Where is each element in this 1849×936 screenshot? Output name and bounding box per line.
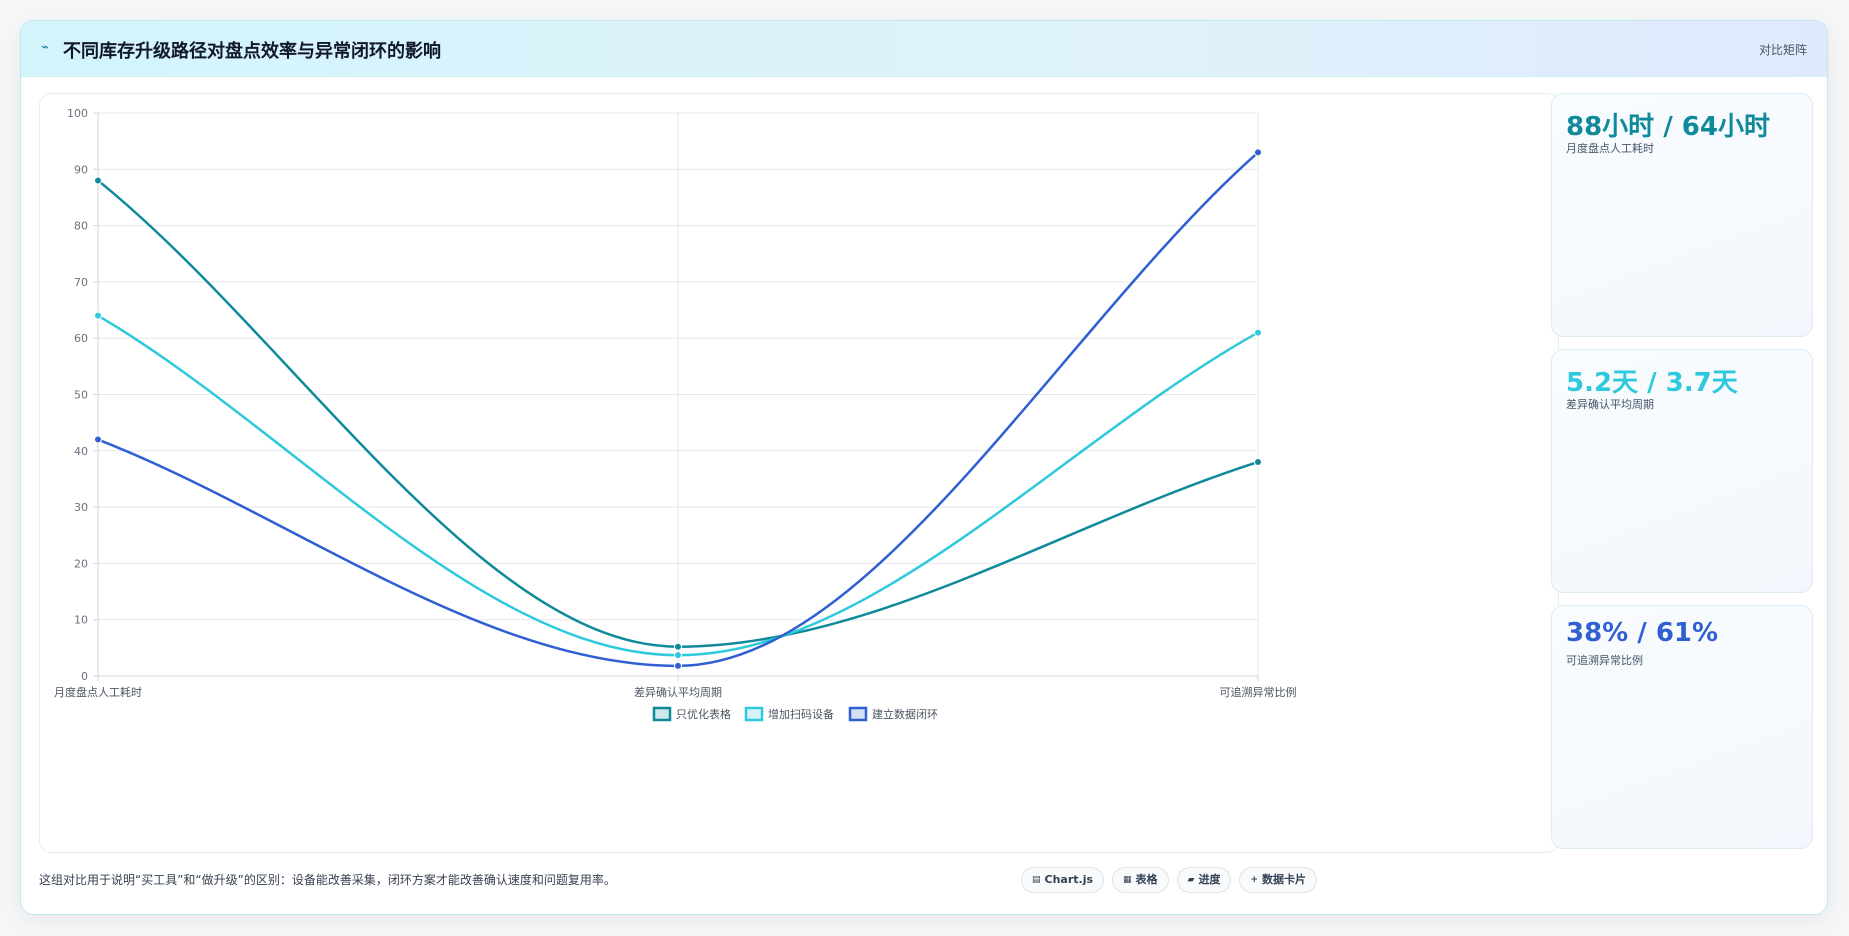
plus-icon: +: [1250, 875, 1259, 885]
table-icon: ▦: [1123, 875, 1132, 885]
series-line-1: [97, 179, 1259, 648]
legend-swatch-3: [848, 706, 868, 722]
tool-chips: ▤ Chart.js ▦ 表格 ▰ 进度 + 数据卡片: [1021, 867, 1318, 893]
data-point-series-3: [674, 661, 682, 670]
y-tick-label: 60: [74, 332, 88, 345]
chip-table[interactable]: ▦ 表格: [1112, 867, 1169, 893]
stat-label: 月度盘点人工耗时: [1566, 142, 1654, 155]
y-tick-label: 40: [74, 445, 88, 458]
chip-chartjs[interactable]: ▤ Chart.js: [1021, 867, 1105, 893]
data-point-series-1: [674, 642, 682, 651]
legend-swatch-1: [652, 706, 672, 722]
page-title: 不同库存升级路径对盘点效率与异常闭环的影响: [63, 41, 441, 62]
series-line-3: [97, 151, 1259, 668]
y-tick-label: 80: [74, 220, 88, 233]
data-point-series-2: [1254, 328, 1262, 337]
chip-label: 数据卡片: [1262, 873, 1307, 886]
data-point-series-3: [94, 435, 102, 444]
panel-header: ⌁ 不同库存升级路径对盘点效率与异常闭环的影响 对比矩阵: [21, 21, 1827, 77]
x-tick-label: 月度盘点人工耗时: [54, 685, 142, 699]
chip-data-card[interactable]: + 数据卡片: [1239, 867, 1318, 893]
x-tick-label: 差异确认平均周期: [634, 685, 722, 699]
y-tick-label: 20: [74, 557, 88, 570]
stat-card-traceable-ratio: 38% / 61% 可追溯异常比例: [1551, 605, 1813, 849]
chip-label: 进度: [1198, 873, 1221, 886]
y-tick-label: 10: [74, 614, 88, 627]
data-point-series-2: [94, 311, 102, 320]
chip-label: Chart.js: [1044, 873, 1094, 886]
stat-label: 差异确认平均周期: [1566, 398, 1654, 411]
line-chart: 0 10 20 30 40 50 60 70 80 90 100 月度盘点人工耗时 差异确认平均周期 可追…: [54, 107, 1297, 722]
x-tick-label: 可追溯异常比例: [1220, 685, 1297, 699]
y-tick-label: 50: [74, 389, 88, 402]
chip-progress[interactable]: ▰ 进度: [1176, 867, 1232, 893]
y-tick-label: 100: [67, 107, 88, 120]
progress-icon: ▰: [1187, 875, 1195, 885]
y-tick-label: 0: [81, 670, 88, 683]
data-point-series-1: [94, 176, 102, 185]
stat-value: 5.2天 / 3.7天: [1566, 368, 1738, 398]
stat-card-confirm-cycle: 5.2天 / 3.7天 差异确认平均周期: [1551, 349, 1813, 593]
chart-panel: ⌁ 不同库存升级路径对盘点效率与异常闭环的影响 对比矩阵 0 10 20 30 40 50…: [20, 20, 1828, 915]
stat-label: 可追溯异常比例: [1566, 654, 1643, 667]
legend-label-2: 增加扫码设备: [768, 707, 834, 721]
data-point-series-3: [1254, 148, 1262, 157]
y-tick-label: 90: [74, 163, 88, 176]
legend-label-3: 建立数据闭环: [872, 707, 938, 721]
footer-note: 这组对比用于说明“买工具”和“做升级”的区别：设备能改善采集，闭环方案才能改善确…: [39, 873, 616, 887]
comparison-matrix-label[interactable]: 对比矩阵: [1758, 43, 1807, 57]
legend-label-1: 只优化表格: [676, 707, 731, 721]
y-tick-label: 70: [74, 276, 88, 289]
data-point-series-1: [1254, 458, 1262, 467]
y-tick-label: 30: [74, 501, 88, 514]
chip-label: 表格: [1135, 873, 1158, 886]
stat-value: 88小时 / 64小时: [1566, 112, 1770, 142]
stat-card-labor-hours: 88小时 / 64小时 月度盘点人工耗时: [1551, 93, 1813, 337]
chart-icon: ▤: [1032, 875, 1041, 885]
data-point-series-2: [674, 651, 682, 660]
trend-line-icon: ⌁: [41, 40, 49, 55]
stat-value: 38% / 61%: [1566, 618, 1719, 648]
line-chart-card: 0 10 20 30 40 50 60 70 80 90 100 月度盘点人工耗时 差异确认平均周期 可追…: [39, 93, 1559, 853]
legend-swatch-2: [744, 706, 764, 722]
